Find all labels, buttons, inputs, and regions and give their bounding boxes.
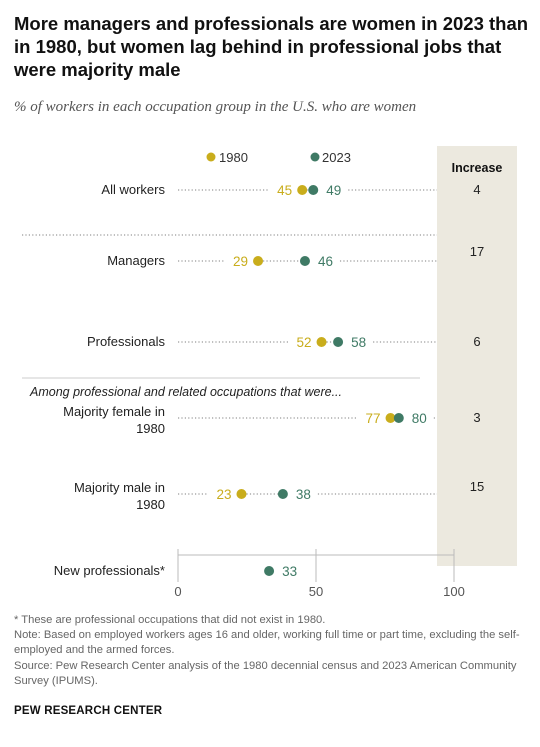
dot-plot-chart: Increase 1980 2023 Among professional and r… <box>22 146 517 599</box>
x-tick-label: 100 <box>443 584 465 599</box>
row-label: 1980 <box>136 497 165 512</box>
increase-value: 6 <box>473 334 480 349</box>
methodology-note: Note: Based on employed workers ages 16 … <box>14 629 520 657</box>
value-label-2023: 33 <box>282 564 297 579</box>
row-label: New professionals* <box>54 563 165 578</box>
increase-value: 4 <box>473 182 480 197</box>
dot-2023 <box>264 566 275 576</box>
section-label: Among professional and related occupatio… <box>29 385 342 399</box>
value-label-1980: 52 <box>296 335 311 350</box>
row-label: 1980 <box>136 421 165 436</box>
increase-value: 17 <box>470 244 484 259</box>
increase-value: 3 <box>473 410 480 425</box>
legend-label-2023: 2023 <box>322 150 351 165</box>
legend-dot-2023 <box>310 152 320 162</box>
row-label: Professionals <box>87 334 166 349</box>
dot-2023 <box>333 337 344 347</box>
value-label-1980: 45 <box>277 183 292 198</box>
dot-1980 <box>253 256 264 266</box>
row-label: All workers <box>101 182 165 197</box>
dot-2023 <box>299 256 310 266</box>
increase-column-bg <box>437 146 517 566</box>
row-label: Majority male in <box>74 480 165 495</box>
value-label-2023: 38 <box>296 487 311 502</box>
brand-logo-text: PEW RESEARCH CENTER <box>14 705 163 717</box>
chart-title: More managers and professionals are wome… <box>14 13 529 80</box>
dot-2023 <box>393 413 404 423</box>
value-label-1980: 29 <box>233 254 248 269</box>
dot-2023 <box>308 185 319 195</box>
source-note: Source: Pew Research Center analysis of … <box>14 659 517 687</box>
value-label-1980: 77 <box>365 411 380 426</box>
row-label: Majority female in <box>63 404 165 419</box>
dot-1980 <box>316 337 327 347</box>
value-label-1980: 23 <box>216 487 231 502</box>
x-tick-label: 0 <box>174 584 181 599</box>
legend-label-1980: 1980 <box>219 150 248 165</box>
dot-1980 <box>385 413 396 423</box>
x-tick-label: 50 <box>309 584 323 599</box>
value-label-2023: 80 <box>412 411 427 426</box>
dot-2023 <box>277 489 288 499</box>
row-label: Managers <box>107 253 165 268</box>
value-label-2023: 49 <box>326 183 341 198</box>
legend-dot-1980 <box>206 152 216 162</box>
increase-header: Increase <box>452 161 503 175</box>
dot-1980 <box>236 489 247 499</box>
dot-1980 <box>297 185 308 195</box>
increase-value: 15 <box>470 479 484 494</box>
value-label-2023: 58 <box>351 335 366 350</box>
value-label-2023: 46 <box>318 254 333 269</box>
footnote: * These are professional occupations tha… <box>14 614 326 626</box>
chart-subtitle: % of workers in each occupation group in… <box>14 99 417 115</box>
notes: * These are professional occupations tha… <box>14 613 529 689</box>
